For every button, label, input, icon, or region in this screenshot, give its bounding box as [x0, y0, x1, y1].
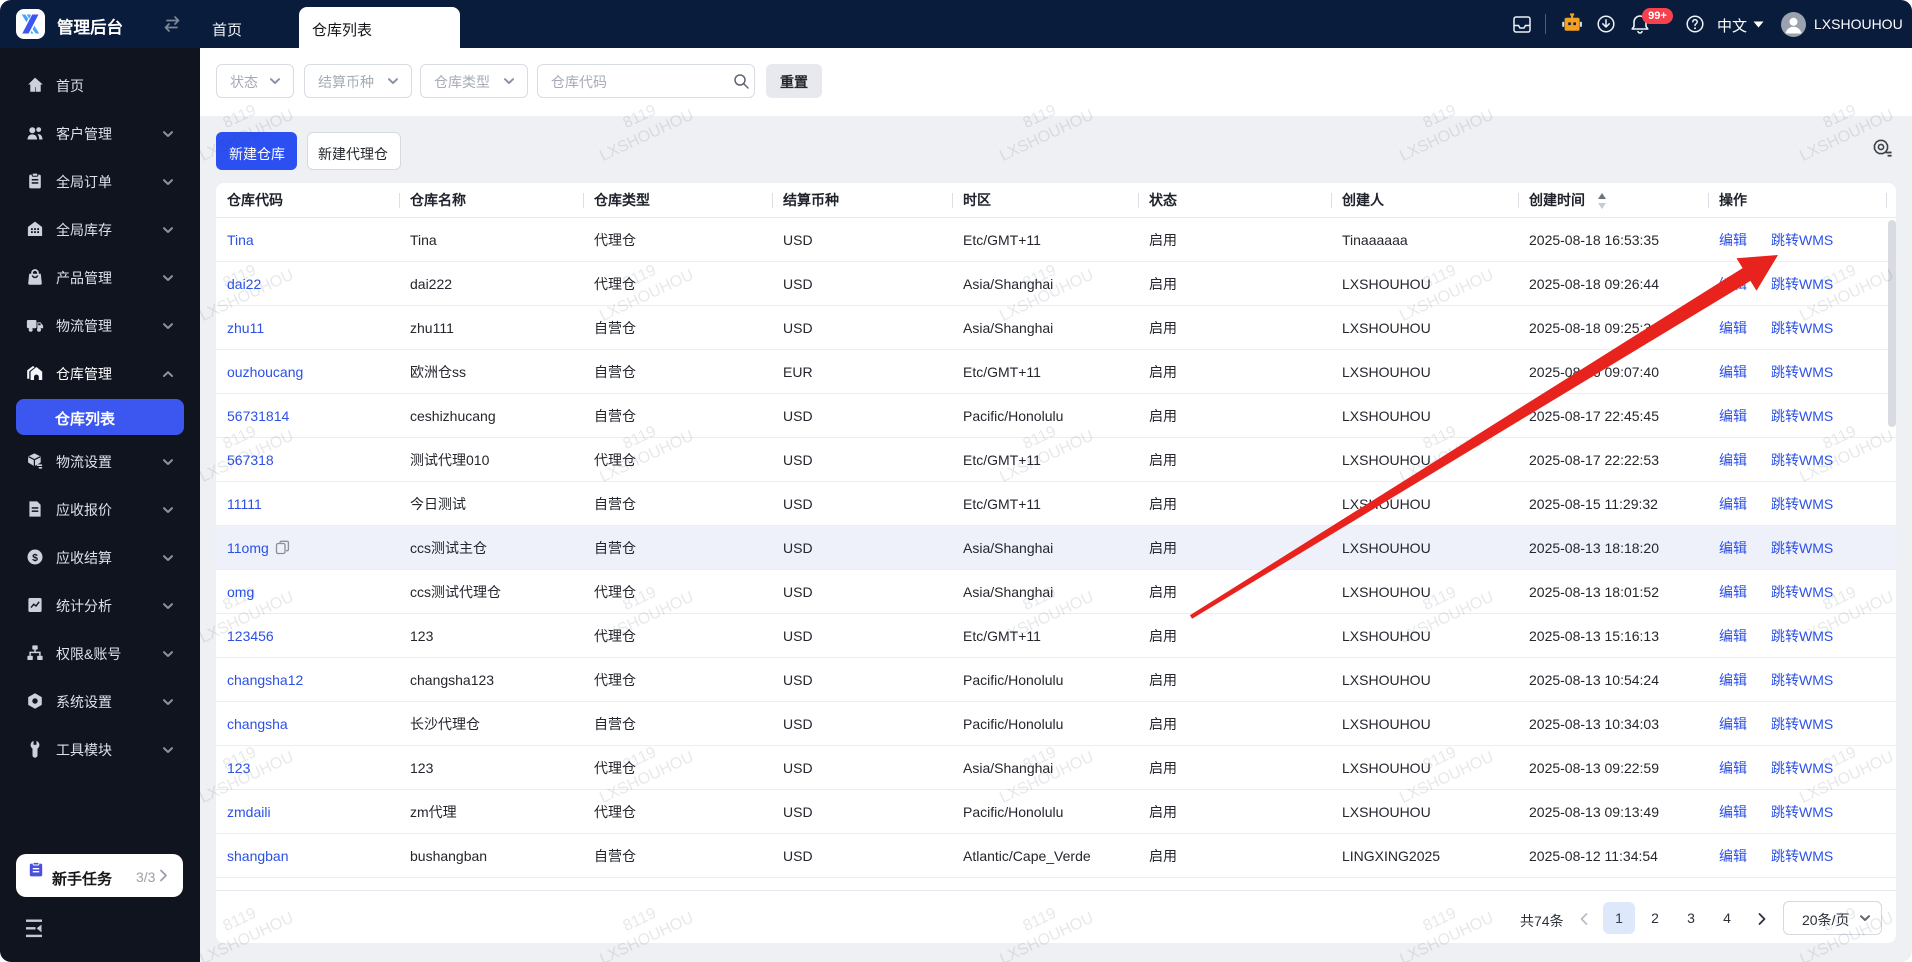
svg-text:$: $ — [32, 552, 38, 564]
